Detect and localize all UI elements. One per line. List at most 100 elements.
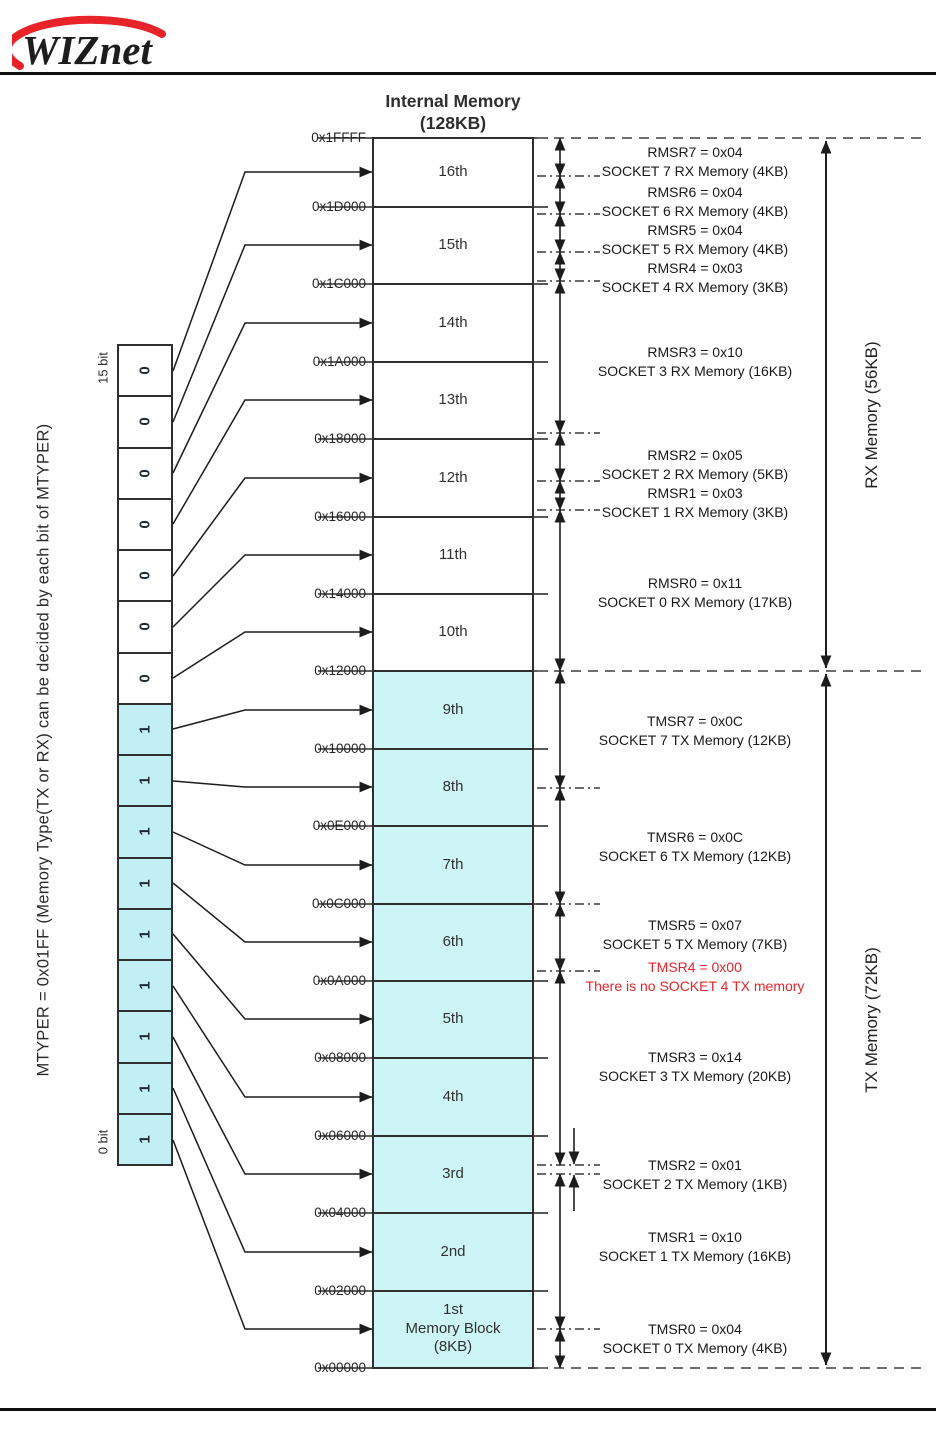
register-value: TMSR6 = 0x0C bbox=[646, 829, 744, 845]
logo-text: WIZnet bbox=[22, 27, 152, 73]
bit15-label: 15 bit bbox=[95, 352, 111, 384]
socket-memory-description: SOCKET 2 TX Memory (1KB) bbox=[602, 1176, 788, 1192]
memory-block-label: 12th bbox=[438, 469, 468, 486]
bit-value: 1 bbox=[136, 1032, 154, 1041]
address-label: 0x0C000 bbox=[311, 896, 366, 911]
mtyper-bit-13: 0 bbox=[118, 448, 172, 499]
mtyper-caption: MTYPER = 0x01FF (Memory Type(TX or RX) c… bbox=[34, 423, 53, 1077]
annotation-rmsr1: RMSR1 = 0x03 SOCKET 1 RX Memory (3KB) bbox=[549, 484, 841, 522]
annotation-rmsr7: RMSR7 = 0x04 SOCKET 7 RX Memory (4KB) bbox=[549, 143, 841, 181]
register-value: TMSR2 = 0x01 bbox=[648, 1157, 742, 1173]
diagram-subtitle: (128KB) bbox=[419, 113, 487, 133]
memory-block-label: 9th bbox=[442, 701, 464, 718]
register-value: TMSR3 = 0x14 bbox=[648, 1049, 742, 1065]
socket-memory-description: SOCKET 0 TX Memory (4KB) bbox=[602, 1340, 788, 1356]
first-block-line2: Memory Block bbox=[405, 1319, 501, 1337]
memory-block-label: 7th bbox=[442, 856, 464, 873]
socket-memory-description: SOCKET 4 RX Memory (3KB) bbox=[601, 279, 789, 295]
socket-memory-description: SOCKET 6 TX Memory (12KB) bbox=[598, 848, 792, 864]
tx-memory-total-label: TX Memory (72KB) bbox=[862, 947, 881, 1093]
mtyper-bit-10: 0 bbox=[118, 601, 172, 652]
first-block-line1: 1st bbox=[442, 1301, 463, 1318]
address-label: 0x0E000 bbox=[312, 818, 366, 833]
register-value: TMSR4 = 0x00 bbox=[648, 959, 742, 975]
memory-column-frame bbox=[372, 137, 534, 1369]
address-label: 0x10000 bbox=[314, 741, 366, 756]
bit-value: 1 bbox=[136, 879, 154, 888]
annotation-rmsr6: RMSR6 = 0x04 SOCKET 6 RX Memory (4KB) bbox=[549, 183, 841, 221]
socket-memory-description: SOCKET 5 TX Memory (7KB) bbox=[602, 936, 788, 952]
annotation-rmsr0: RMSR0 = 0x11 SOCKET 0 RX Memory (17KB) bbox=[549, 574, 841, 612]
register-value: RMSR4 = 0x03 bbox=[647, 260, 743, 276]
register-value: RMSR5 = 0x04 bbox=[647, 222, 743, 238]
wiznet-logo: WIZnet bbox=[12, 12, 182, 74]
memory-block-label: 15th bbox=[438, 236, 468, 253]
mtyper-bit-7: 1 bbox=[118, 755, 172, 806]
mtyper-bit-9: 0 bbox=[118, 653, 172, 704]
socket-memory-description: SOCKET 6 RX Memory (4KB) bbox=[601, 203, 789, 219]
address-label: 0x04000 bbox=[314, 1205, 366, 1220]
socket-memory-description: SOCKET 1 TX Memory (16KB) bbox=[598, 1248, 792, 1264]
register-value: TMSR1 = 0x10 bbox=[648, 1229, 742, 1245]
annotation-tmsr1: TMSR1 = 0x10 SOCKET 1 TX Memory (16KB) bbox=[549, 1228, 841, 1266]
bit-value: 1 bbox=[136, 827, 154, 836]
address-label: 0x08000 bbox=[314, 1050, 366, 1065]
register-value: TMSR0 = 0x04 bbox=[648, 1321, 742, 1337]
mtyper-bit-14: 0 bbox=[118, 396, 172, 447]
memory-block-label: 16th bbox=[438, 163, 468, 180]
address-label: 0x06000 bbox=[314, 1128, 366, 1143]
annotation-tmsr4-warning: TMSR4 = 0x00 There is no SOCKET 4 TX mem… bbox=[549, 958, 841, 996]
address-label: 0x0A000 bbox=[312, 973, 366, 988]
mtyper-bit-2: 1 bbox=[118, 1011, 172, 1062]
memory-block-label: 8th bbox=[442, 778, 464, 795]
address-label: 0x16000 bbox=[314, 509, 366, 524]
socket-memory-description: SOCKET 7 RX Memory (4KB) bbox=[601, 163, 789, 179]
address-label: 0x1A000 bbox=[312, 354, 366, 369]
socket-span-arrows bbox=[554, 137, 580, 1369]
memory-block-label: 14th bbox=[438, 314, 468, 331]
bit-value: 0 bbox=[136, 622, 154, 631]
mtyper-bit-5: 1 bbox=[118, 858, 172, 909]
bit-value: 1 bbox=[136, 981, 154, 990]
annotation-tmsr5: TMSR5 = 0x07 SOCKET 5 TX Memory (7KB) bbox=[549, 916, 841, 954]
diagram-title: Internal Memory bbox=[385, 91, 521, 111]
socket-memory-description: SOCKET 3 TX Memory (20KB) bbox=[598, 1068, 792, 1084]
address-label: 0x1FFFF bbox=[311, 130, 366, 145]
address-label: 0x18000 bbox=[314, 431, 366, 446]
socket-memory-description: SOCKET 2 RX Memory (5KB) bbox=[601, 466, 789, 482]
bit-value: 0 bbox=[136, 417, 154, 426]
memory-block-label: 13th bbox=[438, 391, 468, 408]
bit-value: 1 bbox=[136, 1135, 154, 1144]
cyan-fills bbox=[119, 671, 532, 1367]
mtyper-bit-4: 1 bbox=[118, 909, 172, 960]
mtyper-bit-6: 1 bbox=[118, 806, 172, 857]
mtyper-bit-8: 1 bbox=[118, 704, 172, 755]
mtyper-bit-15: 0 bbox=[118, 345, 172, 396]
memory-block-label: 11th bbox=[438, 546, 468, 563]
register-value: TMSR7 = 0x0C bbox=[646, 713, 744, 729]
first-block-line3: (8KB) bbox=[433, 1338, 473, 1355]
address-label: 0x1C000 bbox=[311, 276, 366, 291]
address-label: 0x12000 bbox=[314, 663, 366, 678]
bit-value: 0 bbox=[136, 366, 154, 375]
mtyper-bit-12: 0 bbox=[118, 499, 172, 550]
bit-value: 0 bbox=[136, 674, 154, 683]
socket-boundary-dashdot-lines bbox=[537, 175, 600, 1330]
address-label: 0x02000 bbox=[314, 1283, 366, 1298]
annotation-tmsr0: TMSR0 = 0x04 SOCKET 0 TX Memory (4KB) bbox=[549, 1320, 841, 1358]
annotation-rmsr5: RMSR5 = 0x04 SOCKET 5 RX Memory (4KB) bbox=[549, 221, 841, 259]
annotation-rmsr4: RMSR4 = 0x03 SOCKET 4 RX Memory (3KB) bbox=[549, 259, 841, 297]
major-dashed-lines bbox=[537, 137, 926, 1369]
boundary-stubs bbox=[318, 137, 548, 1369]
annotation-tmsr6: TMSR6 = 0x0C SOCKET 6 TX Memory (12KB) bbox=[549, 828, 841, 866]
rx-memory-total-label: RX Memory (56KB) bbox=[862, 341, 881, 489]
mtyper-bit-11: 0 bbox=[118, 550, 172, 601]
annotation-tmsr7: TMSR7 = 0x0C SOCKET 7 TX Memory (12KB) bbox=[549, 712, 841, 750]
address-label: 0x14000 bbox=[314, 586, 366, 601]
socket-memory-description: SOCKET 7 TX Memory (12KB) bbox=[598, 732, 792, 748]
annotation-rmsr3: RMSR3 = 0x10 SOCKET 3 RX Memory (16KB) bbox=[549, 343, 841, 381]
memory-block-label: 4th bbox=[442, 1088, 464, 1105]
address-label: 0x1D000 bbox=[311, 199, 366, 214]
